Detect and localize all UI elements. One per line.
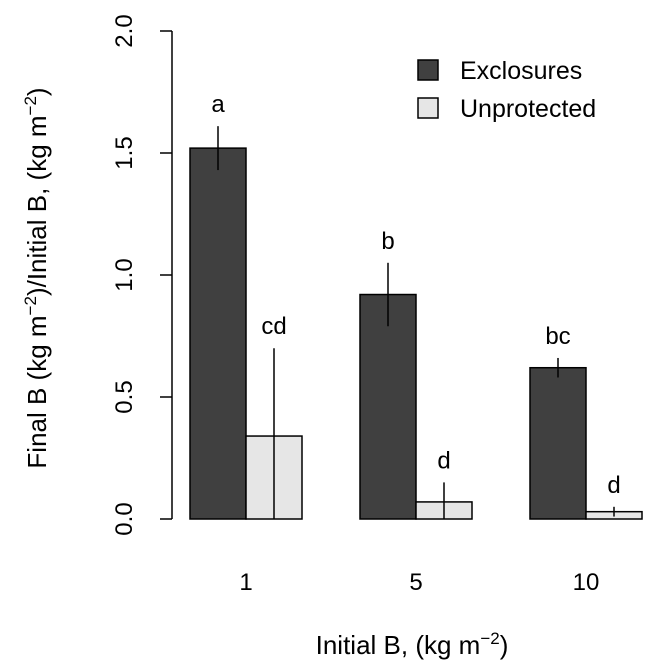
x-tick-label: 1 [239,569,252,596]
y-tick-label: 2.0 [111,14,138,47]
x-tick-label: 10 [573,569,600,596]
y-tick-label: 0.0 [111,502,138,535]
x-tick-label: 5 [409,569,422,596]
bar-exclosures-1 [189,147,247,520]
significance-letter: a [211,91,225,118]
y-tick-label: 1.5 [111,136,138,169]
significance-letter: b [381,228,394,255]
legend-swatch [417,59,439,81]
bar-exclosures-5 [359,293,417,520]
legend-swatch [417,97,439,119]
legend-label: Exclosures [460,57,582,85]
legend-label: Unprotected [460,95,596,123]
significance-letter: cd [261,313,286,340]
legend: Exclosures Unprotected [417,57,596,123]
y-axis-title: Final B (kg m−2)/Initial B, (kg m−2) [21,87,52,468]
y-tick-label: 1.0 [111,258,138,291]
significance-letter: d [437,447,450,474]
y-axis: 0.0 0.5 1.0 1.5 2.0 [111,14,173,536]
significance-letter: bc [545,323,570,350]
bars: a b bc cd d d [189,91,643,520]
x-axis-title: Initial B, (kg m−2) [316,629,509,660]
significance-letter: d [607,472,620,499]
bar-exclosures-10 [529,366,587,520]
x-axis: 1 5 10 [239,569,599,596]
y-tick-label: 0.5 [111,380,138,413]
